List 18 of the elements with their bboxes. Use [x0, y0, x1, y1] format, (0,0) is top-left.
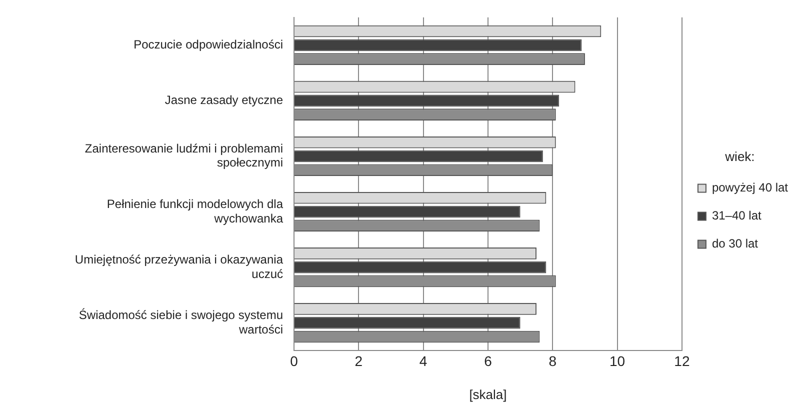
legend-title: wiek:: [724, 148, 755, 164]
x-tick-label: 4: [419, 352, 428, 369]
x-tick-label: 6: [484, 352, 492, 369]
legend-label: do 30 lat: [712, 236, 759, 251]
y-tick-label: Jasne zasady etyczne: [164, 93, 284, 108]
y-tick-label: Zainteresowanie ludźmi i problemami społecznymi: [84, 141, 283, 170]
x-tick-label: 10: [610, 352, 626, 369]
legend-label: powyżej 40 lat: [712, 180, 789, 195]
x-axis-title: [skala]: [469, 386, 507, 402]
x-tick-label: 12: [674, 352, 690, 369]
y-tick-label: Umiejętność przeżywania i okazywania uczuć: [74, 252, 284, 281]
y-tick-label: Świadomość siebie i swojego systemu wartości: [78, 308, 283, 336]
legend-label: 31–40 lat: [712, 208, 762, 223]
y-tick-label: Pełnienie funkcji modelowych dla wychowanka: [106, 196, 284, 226]
y-tick-label: Poczucie odpowiedzialności: [134, 37, 283, 52]
x-tick-label: 8: [548, 352, 557, 369]
x-tick-label: 2: [354, 352, 363, 369]
x-tick-label: 0: [290, 352, 298, 369]
